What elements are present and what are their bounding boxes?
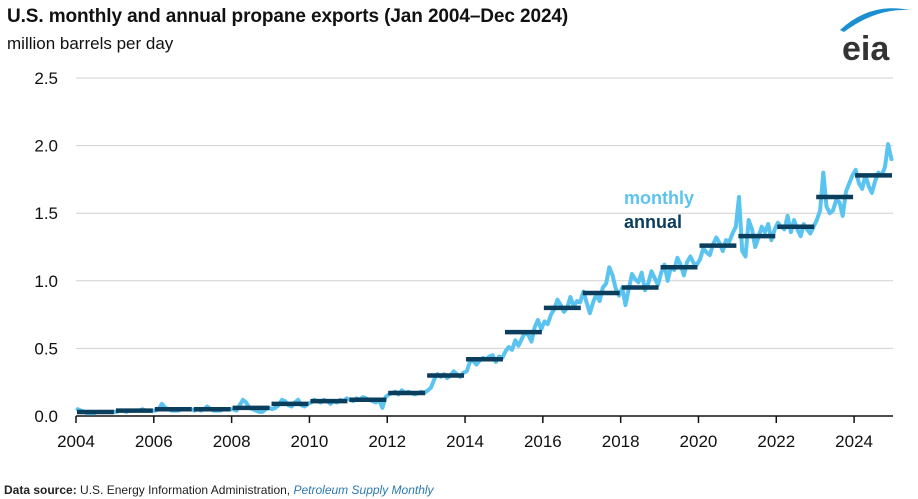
x-tick-label: 2020 (680, 432, 718, 451)
chart-subtitle: million barrels per day (7, 34, 174, 53)
y-tick-label: 0.5 (34, 339, 58, 358)
y-tick-label: 1.5 (34, 204, 58, 223)
series-monthly (75, 142, 894, 416)
chart-title: U.S. monthly and annual propane exports … (7, 6, 569, 27)
legend-annual: annual (624, 212, 682, 232)
y-tick-label: 1.0 (34, 272, 58, 291)
y-tick-label: 2.0 (34, 137, 58, 156)
eia-logo-swoosh-icon (840, 8, 910, 32)
data-source-label: Data source: (4, 483, 77, 497)
legend-monthly: monthly (624, 188, 694, 208)
x-tick-label: 2024 (835, 432, 873, 451)
x-tick-label: 2006 (135, 432, 173, 451)
series-annual (77, 173, 892, 415)
data-source-text: U.S. Energy Information Administration, (80, 483, 291, 497)
eia-logo: eia (840, 8, 910, 66)
y-tick-label: 0.0 (34, 407, 58, 426)
x-axis: 2004 2006 2008 2010 2012 2014 2016 2018 2020 2022… (57, 415, 893, 451)
gridlines (76, 77, 893, 349)
x-tick-label: 2012 (368, 432, 406, 451)
data-source: Data source: U.S. Energy Information Adm… (4, 483, 434, 497)
x-tick-label: 2004 (57, 432, 95, 451)
y-axis: 0.0 0.5 1.0 1.5 2.0 2.5 (34, 69, 58, 426)
data-source-publication-link[interactable]: Petroleum Supply Monthly (293, 483, 434, 497)
x-tick-label: 2008 (213, 432, 251, 451)
x-tick-label: 2022 (757, 432, 795, 451)
x-tick-label: 2010 (291, 432, 329, 451)
eia-logo-text: eia (842, 30, 890, 66)
x-tick-label: 2018 (602, 432, 640, 451)
x-tick-label: 2016 (524, 432, 562, 451)
monthly-line (75, 142, 894, 416)
y-tick-label: 2.5 (34, 69, 58, 88)
x-tick-label: 2014 (446, 432, 484, 451)
legend: monthly annual (624, 188, 694, 232)
